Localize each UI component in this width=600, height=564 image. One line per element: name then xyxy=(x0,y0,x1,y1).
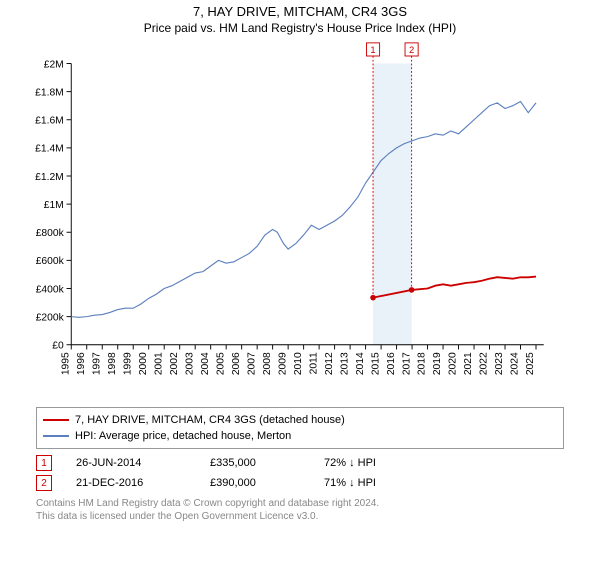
x-tick-label: 2023 xyxy=(494,352,505,375)
x-tick-label: 1996 xyxy=(76,352,87,375)
legend-row: 7, HAY DRIVE, MITCHAM, CR4 3GS (detached… xyxy=(43,412,557,428)
x-tick-label: 1998 xyxy=(107,352,118,375)
footer-line-1: Contains HM Land Registry data © Crown c… xyxy=(36,497,564,510)
x-tick-label: 2011 xyxy=(308,352,319,374)
sale-price: £390,000 xyxy=(210,477,300,489)
legend-label: 7, HAY DRIVE, MITCHAM, CR4 3GS (detached… xyxy=(75,414,345,426)
x-tick-label: 2025 xyxy=(525,352,536,375)
sale-pct: 71% ↓ HPI xyxy=(324,477,376,489)
footer: Contains HM Land Registry data © Crown c… xyxy=(36,497,564,523)
chart-area: £0 £200k £400k £600k £800k £1M £1.2M £1.4M £1.6M… xyxy=(0,41,600,401)
legend-label: HPI: Average price, detached house, Mert… xyxy=(75,430,291,442)
x-tick-label: 2015 xyxy=(370,352,381,375)
x-tick-label: 2010 xyxy=(293,352,304,375)
x-tick-label: 2022 xyxy=(479,352,490,375)
x-tick-label: 2009 xyxy=(277,352,288,375)
sale-dot xyxy=(409,287,415,293)
y-tick-label: £1M xyxy=(44,200,64,211)
y-tick-label: £0 xyxy=(52,341,64,352)
x-tick-label: 2002 xyxy=(169,352,180,375)
footer-line-2: This data is licensed under the Open Gov… xyxy=(36,510,564,523)
x-tick-label: 2016 xyxy=(386,352,397,375)
x-tick-label: 1999 xyxy=(122,352,133,375)
y-tick-label: £1.8M xyxy=(35,87,64,98)
y-tick-label: £400k xyxy=(36,284,65,295)
x-tick-label: 2008 xyxy=(262,352,273,375)
x-tick-label: 2005 xyxy=(215,352,226,375)
sales-table: 1 26-JUN-2014 £335,000 72% ↓ HPI 2 21-DEC-201… xyxy=(36,453,564,493)
x-tick-label: 2012 xyxy=(324,352,335,375)
y-tick-label: £800k xyxy=(36,228,65,239)
y-tick-label: £2M xyxy=(44,59,64,70)
y-tick-label: £200k xyxy=(36,312,65,323)
y-tick-label: £1.4M xyxy=(35,144,64,155)
y-tick-label: £1.6M xyxy=(35,116,64,127)
sale-dot xyxy=(370,295,376,301)
x-tick-label: 2021 xyxy=(463,352,474,375)
x-tick-label: 2000 xyxy=(138,352,149,375)
y-tick-label: £600k xyxy=(36,256,65,267)
x-tick-label: 2014 xyxy=(355,352,366,375)
chart-subtitle: Price paid vs. HM Land Registry's House … xyxy=(0,21,600,35)
x-tick-label: 2018 xyxy=(417,352,428,375)
legend-swatch xyxy=(43,435,69,436)
x-tick-label: 1997 xyxy=(91,352,102,375)
sale-row: 1 26-JUN-2014 £335,000 72% ↓ HPI xyxy=(36,453,564,473)
series-hpi xyxy=(71,101,536,317)
shade-band xyxy=(373,64,412,345)
y-tick-label: £1.2M xyxy=(35,172,64,183)
x-tick-label: 1995 xyxy=(60,352,71,375)
sale-row-badge: 2 xyxy=(36,475,52,491)
sale-price: £335,000 xyxy=(210,457,300,469)
legend-swatch xyxy=(43,419,69,421)
x-tick-label: 2020 xyxy=(448,352,459,375)
x-tick-label: 2003 xyxy=(184,352,195,375)
sale-date: 21-DEC-2016 xyxy=(76,477,186,489)
chart-svg: £0 £200k £400k £600k £800k £1M £1.2M £1.4M £1.6M… xyxy=(0,41,600,401)
x-tick-label: 2013 xyxy=(339,352,350,375)
sale-date: 26-JUN-2014 xyxy=(76,457,186,469)
chart-title: 7, HAY DRIVE, MITCHAM, CR4 3GS xyxy=(0,4,600,19)
x-tick-label: 2004 xyxy=(200,352,211,375)
x-tick-label: 2024 xyxy=(510,352,521,375)
sale-row-badge: 1 xyxy=(36,455,52,471)
x-tick-label: 2019 xyxy=(432,352,443,375)
sale-badge-label: 2 xyxy=(409,45,414,55)
sale-row: 2 21-DEC-2016 £390,000 71% ↓ HPI xyxy=(36,473,564,493)
sale-badge-label: 1 xyxy=(370,45,375,55)
sale-pct: 72% ↓ HPI xyxy=(324,457,376,469)
x-tick-label: 2001 xyxy=(153,352,164,375)
x-tick-label: 2006 xyxy=(231,352,242,375)
x-tick-label: 2007 xyxy=(246,352,257,375)
legend-row: HPI: Average price, detached house, Mert… xyxy=(43,428,557,444)
legend: 7, HAY DRIVE, MITCHAM, CR4 3GS (detached… xyxy=(36,407,564,449)
x-tick-label: 2017 xyxy=(401,352,412,375)
